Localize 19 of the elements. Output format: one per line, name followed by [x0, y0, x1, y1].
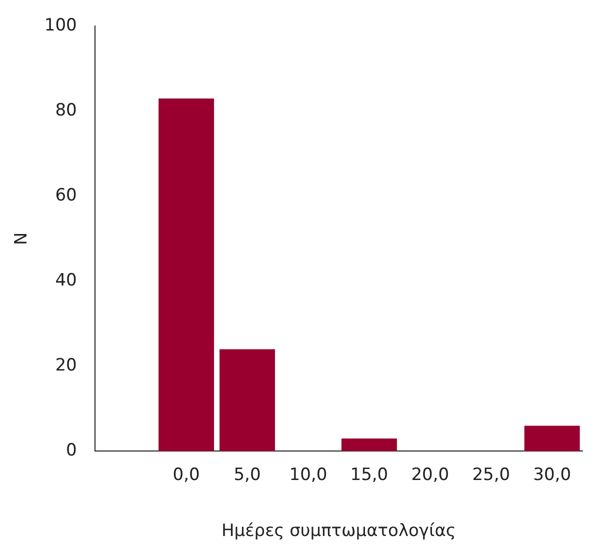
bar — [524, 426, 580, 452]
x-axis-title: Ημέρες συμπτωματολογίας — [222, 521, 456, 542]
x-tick-label: 25,0 — [472, 464, 510, 485]
x-tick-label: 5,0 — [234, 464, 261, 485]
x-tick-label: 0,0 — [172, 464, 200, 485]
y-tick-label: 20 — [55, 356, 77, 376]
bar — [341, 438, 397, 452]
y-tick-label: 40 — [55, 270, 77, 291]
y-tick-label: 80 — [55, 100, 77, 121]
bar — [220, 349, 275, 452]
bar — [158, 98, 214, 452]
y-axis-title: N — [12, 232, 32, 246]
x-tick-label: 20,0 — [411, 464, 450, 485]
y-tick-label: 100 — [44, 16, 77, 36]
x-tick-label: 30,0 — [533, 464, 572, 485]
x-tick-label: 10,0 — [289, 464, 328, 485]
y-tick-label: 0 — [66, 440, 77, 461]
y-tick-label: 60 — [55, 186, 77, 206]
x-tick-label: 15,0 — [350, 464, 388, 485]
